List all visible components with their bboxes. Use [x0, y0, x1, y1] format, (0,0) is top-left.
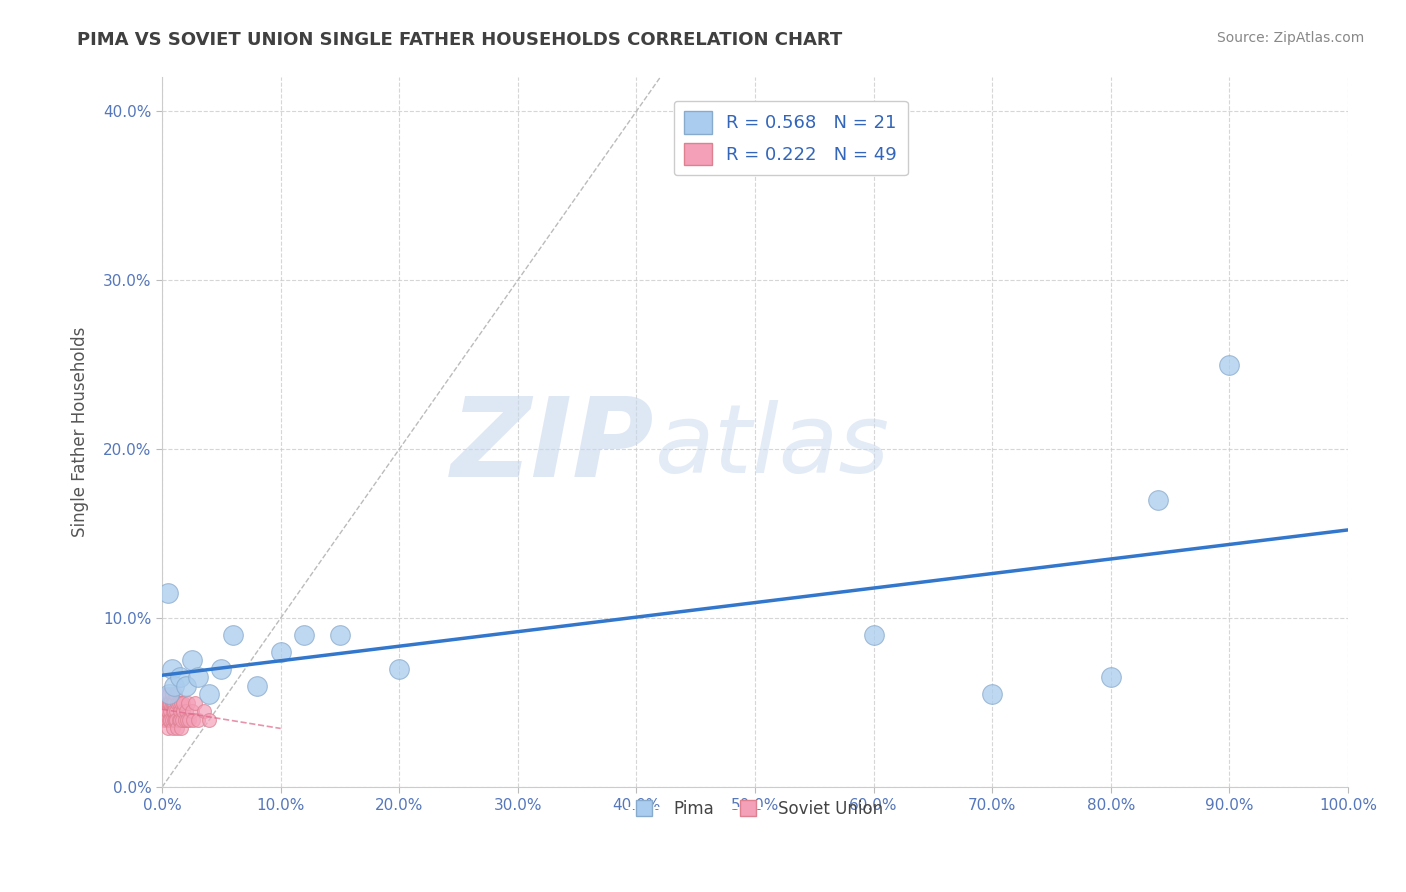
Point [163, 713, 186, 727]
Point [187, 713, 209, 727]
Point [165, 713, 187, 727]
Point [187, 670, 209, 684]
Point [162, 704, 184, 718]
Text: atlas: atlas [654, 400, 889, 493]
Point [157, 687, 180, 701]
Point [169, 713, 191, 727]
Point [184, 696, 207, 710]
Point [222, 628, 245, 642]
Point [209, 662, 232, 676]
Point [198, 687, 221, 701]
Point [156, 687, 179, 701]
Point [162, 696, 184, 710]
Point [160, 662, 183, 676]
Point [155, 704, 177, 718]
Point [169, 670, 191, 684]
Point [174, 704, 197, 718]
Point [981, 687, 1004, 701]
Point [166, 696, 188, 710]
Point [180, 653, 202, 667]
Point [176, 713, 198, 727]
Point [163, 679, 186, 693]
Point [169, 704, 191, 718]
Point [165, 704, 187, 718]
Point [1218, 358, 1240, 372]
Point [181, 713, 204, 727]
Point [270, 645, 292, 659]
Point [172, 704, 194, 718]
Point [160, 713, 183, 727]
Point [179, 713, 201, 727]
Point [156, 713, 179, 727]
Point [172, 696, 194, 710]
Text: Source: ZipAtlas.com: Source: ZipAtlas.com [1216, 31, 1364, 45]
Point [159, 704, 181, 718]
Point [180, 704, 202, 718]
Point [165, 713, 187, 727]
Point [160, 696, 183, 710]
Point [156, 696, 179, 710]
Point [167, 696, 190, 710]
Point [160, 687, 183, 701]
Point [157, 696, 180, 710]
Point [165, 687, 187, 701]
Point [157, 713, 180, 727]
Point [193, 704, 215, 718]
Point [162, 721, 184, 735]
Point [246, 679, 269, 693]
Point [157, 687, 180, 701]
Point [156, 586, 179, 600]
Point [388, 662, 411, 676]
Point [173, 713, 195, 727]
Point [1147, 492, 1170, 507]
Point [159, 713, 181, 727]
Point [156, 704, 179, 718]
Point [163, 696, 186, 710]
Point [153, 713, 176, 727]
Point [292, 628, 315, 642]
Legend: Pima, Soviet Union: Pima, Soviet Union [620, 794, 890, 825]
Point [159, 696, 181, 710]
Point [170, 721, 193, 735]
Point [174, 679, 197, 693]
Point [198, 713, 221, 727]
Y-axis label: Single Father Households: Single Father Households [72, 327, 89, 538]
Point [167, 713, 190, 727]
Point [329, 628, 352, 642]
Point [170, 696, 193, 710]
Point [155, 696, 177, 710]
Text: PIMA VS SOVIET UNION SINGLE FATHER HOUSEHOLDS CORRELATION CHART: PIMA VS SOVIET UNION SINGLE FATHER HOUSE… [77, 31, 842, 49]
Point [177, 696, 200, 710]
Point [172, 713, 194, 727]
Point [163, 704, 186, 718]
Point [1099, 670, 1122, 684]
Text: ZIP: ZIP [451, 393, 654, 500]
Point [156, 721, 179, 735]
Point [862, 628, 884, 642]
Point [166, 721, 188, 735]
